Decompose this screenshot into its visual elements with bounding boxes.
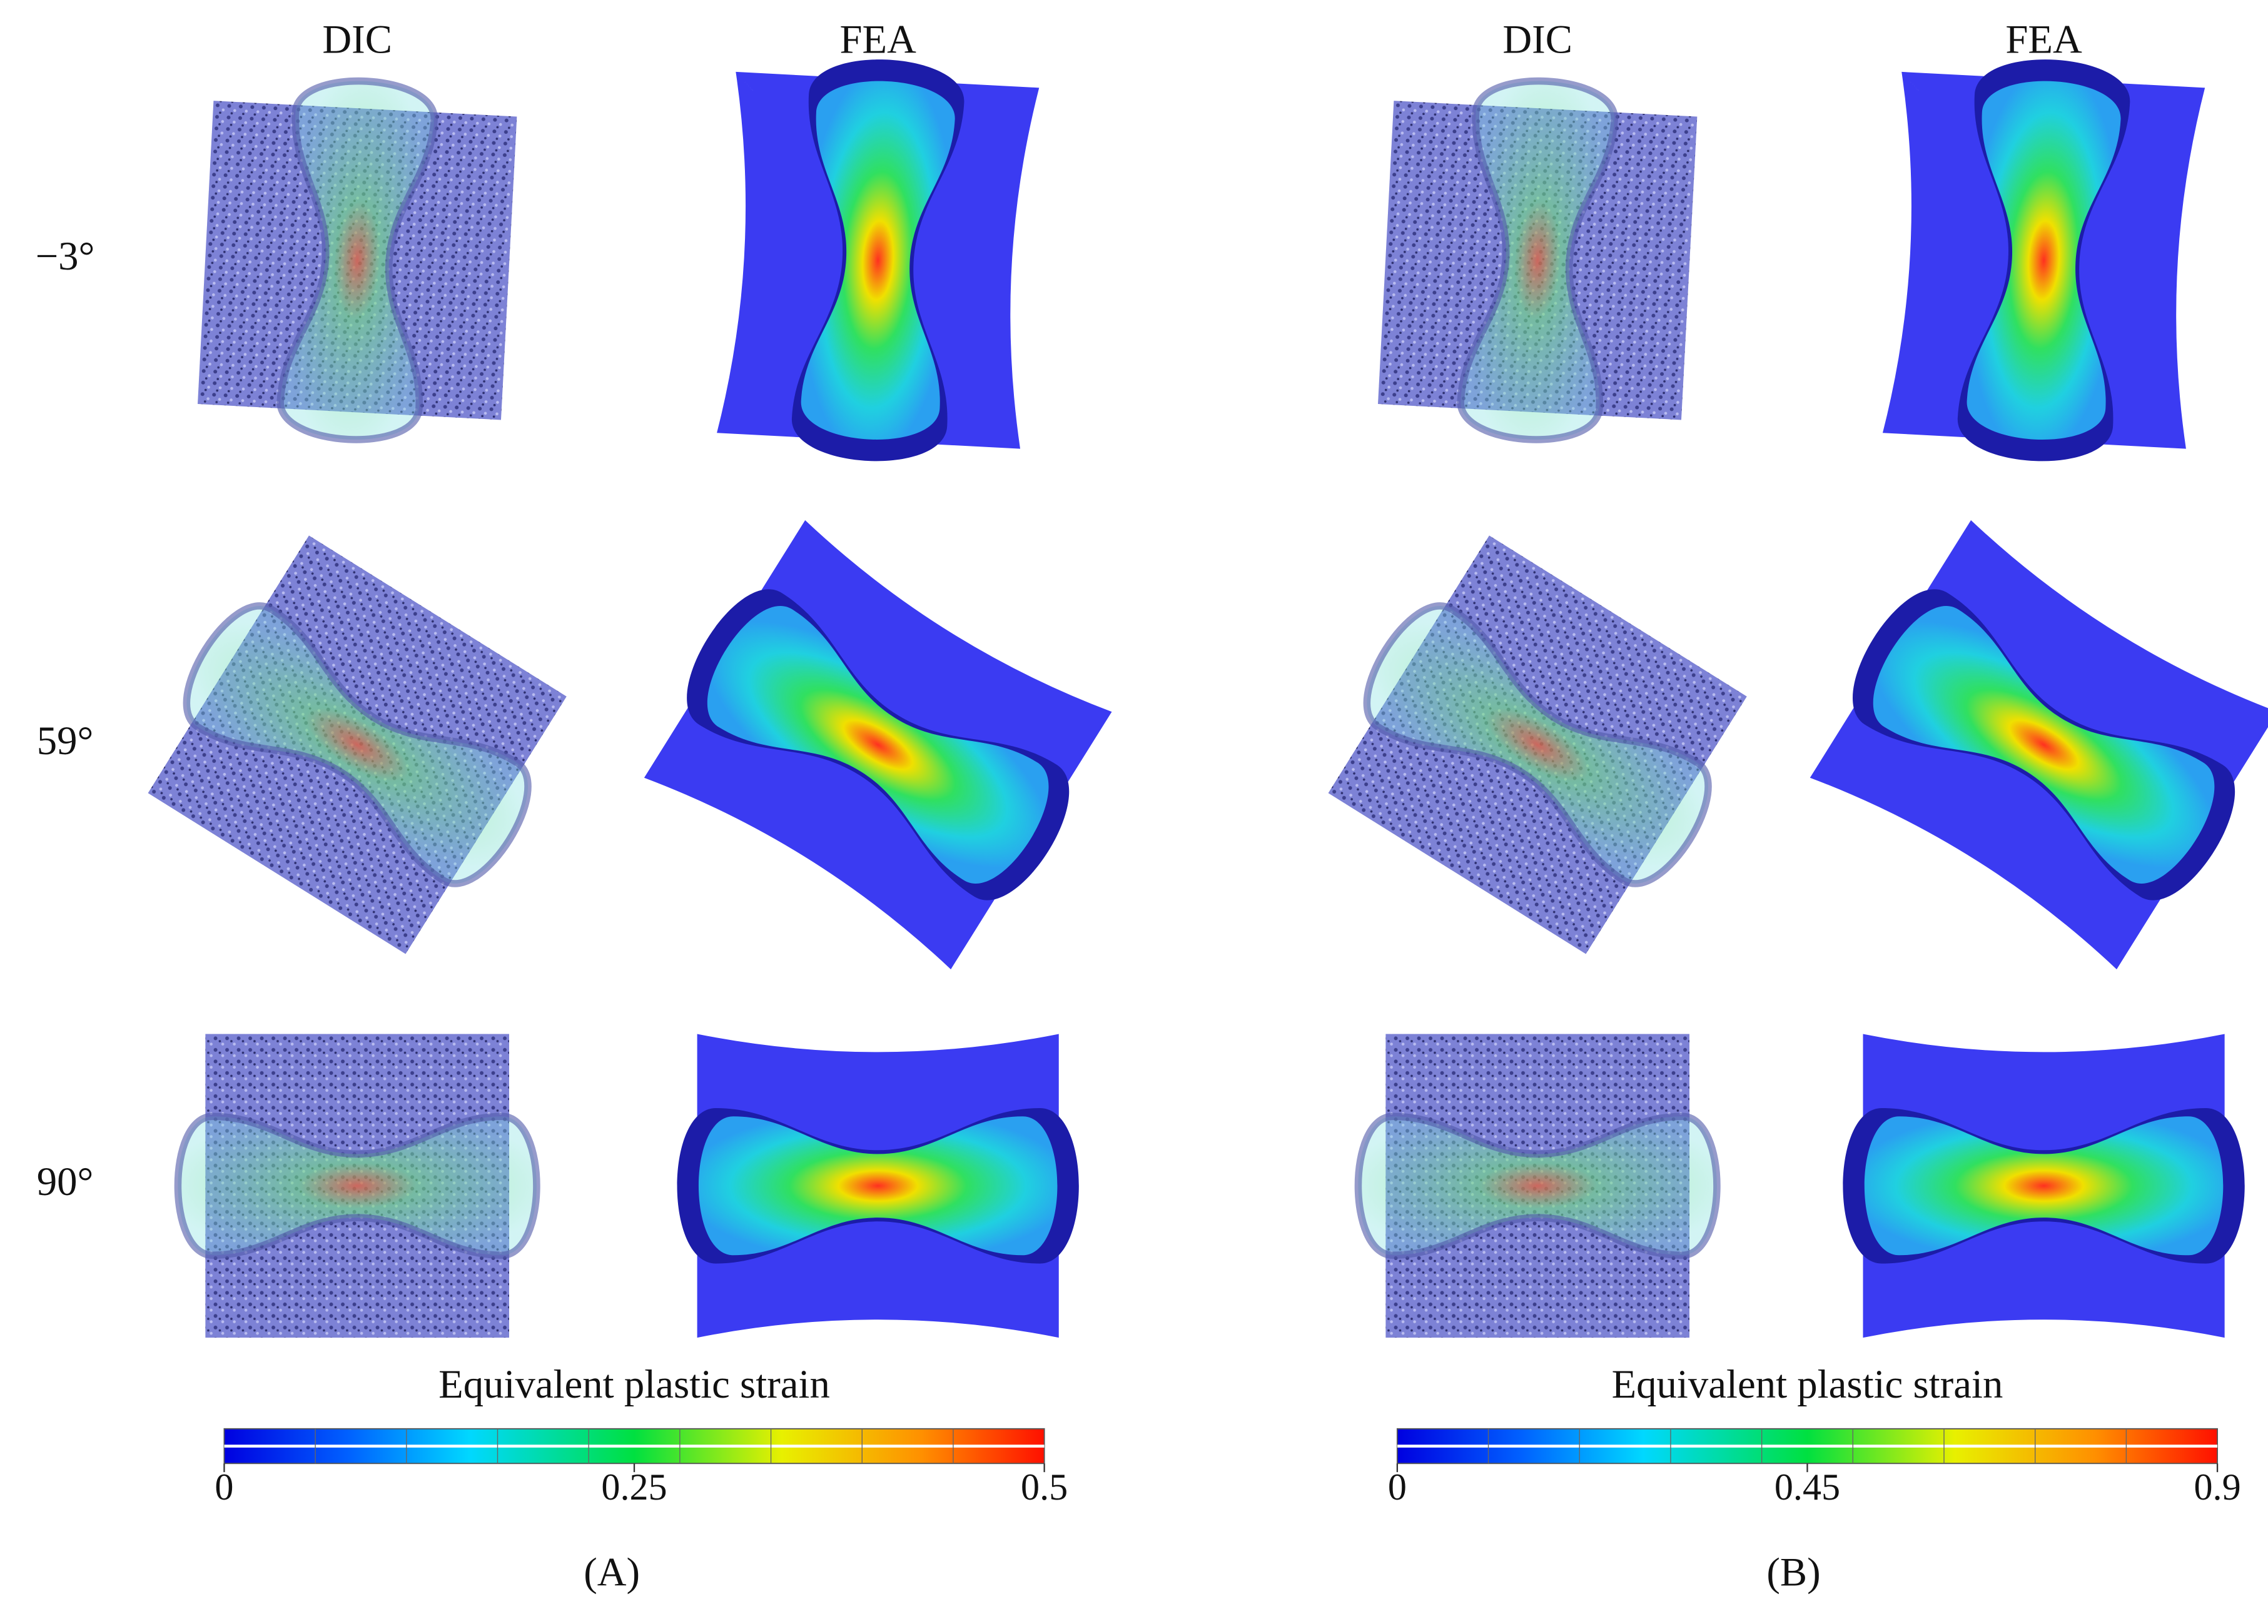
dic-specimen xyxy=(1328,535,1747,954)
gauge-region xyxy=(1457,77,1618,443)
gauge-region xyxy=(707,605,1049,884)
gauge-region xyxy=(1873,605,2215,884)
colorbar-tick-label: 0.5 xyxy=(1021,1466,1068,1508)
gauge-region xyxy=(698,1116,1058,1256)
gauge-region xyxy=(1363,602,1712,887)
colorbar-tick-label: 0.25 xyxy=(601,1466,667,1508)
gauge-region xyxy=(183,602,532,887)
dic-specimen xyxy=(174,1034,540,1338)
dic-specimen xyxy=(1354,1034,1721,1338)
column-header: FEA xyxy=(840,17,917,62)
panel-label: (B) xyxy=(1766,1550,1820,1595)
colorbar-tick-label: 0.45 xyxy=(1774,1466,1840,1508)
column-header: DIC xyxy=(322,17,392,62)
fea-specimen xyxy=(677,1034,1079,1338)
gauge-region xyxy=(1864,1116,2224,1256)
gauge-region xyxy=(276,77,438,443)
gauge-region xyxy=(174,1112,540,1259)
gauge-region xyxy=(1967,81,2121,440)
fea-specimen xyxy=(644,520,1112,970)
column-header: FEA xyxy=(2005,17,2082,62)
column-header: DIC xyxy=(1502,17,1572,62)
row-label: 90° xyxy=(37,1159,94,1204)
fea-specimen xyxy=(1843,1034,2245,1338)
dic-specimen xyxy=(1377,77,1698,443)
colorbar-title: Equivalent plastic strain xyxy=(438,1362,830,1407)
fea-specimen xyxy=(1810,520,2268,970)
dic-specimen xyxy=(197,77,517,443)
gauge-region xyxy=(801,81,955,440)
colorbar-tick-label: 0 xyxy=(215,1466,233,1508)
fea-specimen xyxy=(717,59,1040,461)
row-label: −3° xyxy=(36,234,95,279)
row-label: 59° xyxy=(37,719,94,764)
colorbar-tick-label: 0 xyxy=(1388,1466,1407,1508)
fea-specimen xyxy=(1882,59,2205,461)
colorbar-title: Equivalent plastic strain xyxy=(1612,1362,2003,1407)
gauge-region xyxy=(1354,1112,1721,1259)
colorbar-tick-label: 0.9 xyxy=(2194,1466,2240,1508)
dic-specimen xyxy=(148,535,567,954)
panel-label: (A) xyxy=(584,1550,640,1595)
